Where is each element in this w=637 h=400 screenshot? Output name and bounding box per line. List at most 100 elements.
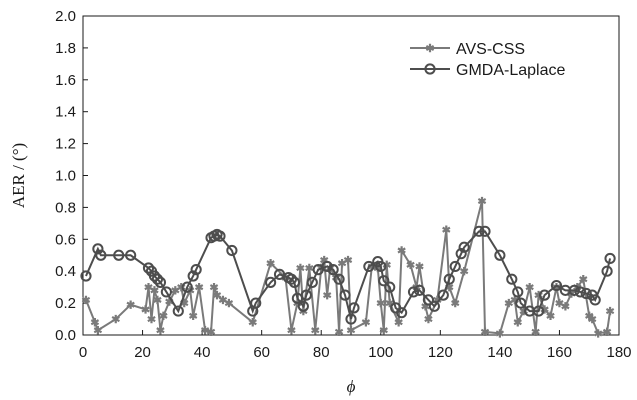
data-point-gmda-laplace xyxy=(363,260,375,273)
data-point-gmda-laplace xyxy=(479,225,491,237)
data-point-avs-css xyxy=(200,326,210,335)
x-tick-label: 140 xyxy=(487,344,512,361)
data-point-avs-css xyxy=(546,311,555,321)
x-tick-label: 120 xyxy=(428,344,453,361)
x-tick-label: 20 xyxy=(134,344,151,361)
data-point-gmda-laplace xyxy=(148,270,161,282)
data-point-gmda-laplace xyxy=(428,300,440,312)
data-point-gmda-laplace xyxy=(181,281,193,293)
data-point-avs-css xyxy=(555,298,564,308)
data-point-avs-css xyxy=(495,329,505,338)
x-tick-label: 40 xyxy=(194,344,211,361)
y-tick-label: 1.8 xyxy=(55,40,76,57)
data-point-gmda-laplace xyxy=(288,276,301,288)
data-point-gmda-laplace xyxy=(151,273,164,285)
data-point-gmda-laplace xyxy=(396,307,408,319)
data-point-gmda-laplace xyxy=(327,264,339,276)
data-point-avs-css xyxy=(194,282,204,292)
legend-label-avs-css: AVS-CSS xyxy=(456,41,525,58)
data-point-gmda-laplace xyxy=(345,313,357,325)
data-point-avs-css xyxy=(579,274,588,284)
x-tick-label: 60 xyxy=(253,344,270,361)
x-tick-label: 180 xyxy=(606,344,631,361)
legend-marker-avs-css xyxy=(425,43,435,53)
data-point-avs-css xyxy=(150,286,159,295)
data-point-gmda-laplace xyxy=(80,270,92,282)
data-point-avs-css xyxy=(343,255,353,265)
y-tick-label: 2.0 xyxy=(55,8,76,25)
data-point-avs-css xyxy=(209,282,219,292)
data-point-gmda-laplace xyxy=(601,265,613,277)
data-point-gmda-laplace xyxy=(187,270,199,282)
data-point-gmda-laplace xyxy=(533,305,545,317)
x-tick-label: 80 xyxy=(313,344,330,361)
data-point-gmda-laplace xyxy=(113,249,125,261)
data-point-gmda-laplace xyxy=(214,230,226,242)
data-point-gmda-laplace xyxy=(265,276,277,288)
data-point-avs-css xyxy=(379,326,388,335)
x-tick-label: 160 xyxy=(547,344,572,361)
data-point-gmda-laplace xyxy=(375,260,387,273)
data-point-gmda-laplace xyxy=(443,273,455,285)
data-point-avs-css xyxy=(305,263,314,273)
data-point-avs-css xyxy=(144,282,153,292)
data-point-gmda-laplace xyxy=(437,289,449,301)
y-axis-title: AER / (°) xyxy=(9,143,28,208)
data-point-avs-css xyxy=(81,295,91,305)
tick-group: 0 20 40 60 80 100 120 140 160 180 0.0 0.2 0.4 0.6 0.8 1… xyxy=(55,8,631,361)
data-point-gmda-laplace xyxy=(321,260,333,273)
data-point-avs-css xyxy=(188,311,198,321)
data-point-avs-css xyxy=(111,314,120,324)
y-tick-label: 1.2 xyxy=(55,136,76,153)
data-point-avs-css xyxy=(415,262,424,271)
x-axis-title: ϕ xyxy=(347,377,356,396)
data-point-gmda-laplace xyxy=(458,241,470,253)
data-point-gmda-laplace xyxy=(160,286,172,298)
x-tick-label: 0 xyxy=(79,344,87,361)
data-point-avs-css xyxy=(212,290,222,300)
data-point-gmda-laplace xyxy=(455,248,467,260)
data-point-avs-css xyxy=(394,318,403,327)
series-layer xyxy=(80,196,616,338)
data-point-gmda-laplace xyxy=(125,249,137,261)
data-point-avs-css xyxy=(451,298,460,308)
data-point-avs-css xyxy=(296,263,305,273)
data-point-gmda-laplace xyxy=(142,262,155,274)
data-point-avs-css xyxy=(504,298,514,308)
legend-marker-gmda-laplace xyxy=(424,63,436,75)
data-point-avs-css xyxy=(397,246,406,255)
data-point-avs-css xyxy=(311,326,320,335)
data-point-gmda-laplace xyxy=(333,273,345,285)
data-point-avs-css xyxy=(602,327,612,337)
data-point-avs-css xyxy=(334,327,344,337)
y-tick-label: 0.6 xyxy=(55,231,76,248)
data-point-avs-css xyxy=(442,225,451,234)
data-point-avs-css xyxy=(224,298,234,308)
data-point-avs-css xyxy=(141,305,150,314)
data-point-gmda-laplace xyxy=(407,286,420,298)
data-point-gmda-laplace xyxy=(449,260,461,273)
data-point-gmda-laplace xyxy=(306,276,318,288)
legend: AVS-CSS GMDA-Laplace xyxy=(410,41,565,79)
data-point-gmda-laplace xyxy=(568,284,580,296)
data-point-gmda-laplace xyxy=(515,297,527,309)
data-point-gmda-laplace xyxy=(413,284,426,296)
data-point-gmda-laplace xyxy=(580,287,592,300)
data-point-avs-css xyxy=(206,327,216,337)
data-point-avs-css xyxy=(153,295,162,305)
data-point-avs-css xyxy=(588,314,597,324)
data-point-avs-css xyxy=(90,318,100,327)
data-point-gmda-laplace xyxy=(589,294,601,306)
data-point-gmda-laplace xyxy=(348,302,360,314)
data-point-avs-css xyxy=(287,326,296,335)
y-tick-label: 1.4 xyxy=(55,104,76,121)
data-point-avs-css xyxy=(593,329,603,338)
data-point-gmda-laplace xyxy=(297,300,309,312)
data-point-gmda-laplace xyxy=(154,276,167,288)
data-point-avs-css xyxy=(361,318,371,327)
y-tick-label: 1.0 xyxy=(55,168,76,185)
data-point-avs-css xyxy=(561,302,570,311)
data-point-gmda-laplace xyxy=(95,249,107,261)
data-point-gmda-laplace xyxy=(300,289,312,301)
